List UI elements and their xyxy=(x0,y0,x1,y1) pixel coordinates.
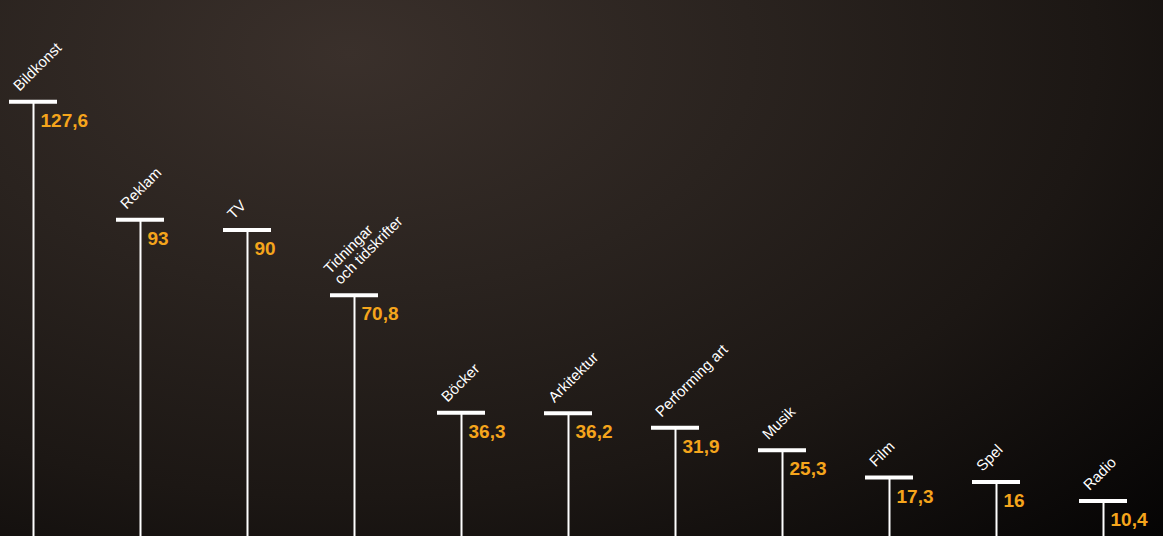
svg-text:Radio: Radio xyxy=(1080,453,1120,493)
svg-text:17,3: 17,3 xyxy=(897,486,934,507)
svg-text:90: 90 xyxy=(255,238,276,259)
svg-text:Arkitektur: Arkitektur xyxy=(545,348,602,405)
svg-text:31,9: 31,9 xyxy=(683,436,720,457)
svg-text:TV: TV xyxy=(224,196,250,222)
svg-text:36,3: 36,3 xyxy=(469,421,506,442)
svg-text:Film: Film xyxy=(866,438,898,470)
svg-text:Böcker: Böcker xyxy=(438,360,483,405)
svg-text:Reklam: Reklam xyxy=(117,164,165,212)
svg-text:Tidningaroch tidskrifter: Tidningaroch tidskrifter xyxy=(320,202,406,288)
svg-text:Bildkonst: Bildkonst xyxy=(10,38,66,94)
svg-text:70,8: 70,8 xyxy=(362,303,399,324)
svg-text:127,6: 127,6 xyxy=(41,110,89,131)
svg-text:Musik: Musik xyxy=(759,402,799,442)
svg-text:Spel: Spel xyxy=(973,441,1006,474)
svg-text:25,3: 25,3 xyxy=(790,458,827,479)
svg-text:Performing art: Performing art xyxy=(652,340,732,420)
svg-text:36,2: 36,2 xyxy=(576,421,613,442)
svg-text:93: 93 xyxy=(148,228,169,249)
svg-text:10,4: 10,4 xyxy=(1111,509,1148,530)
svg-text:16: 16 xyxy=(1004,490,1025,511)
